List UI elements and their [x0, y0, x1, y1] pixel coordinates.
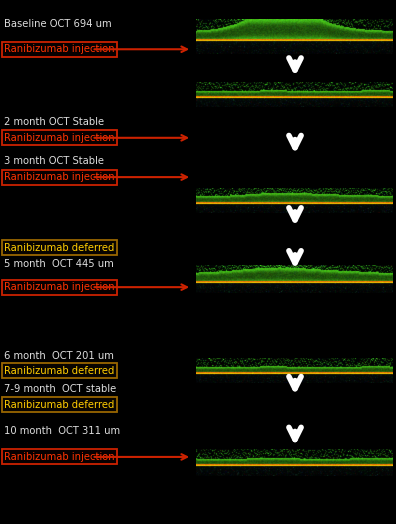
Text: 3 month OCT Stable: 3 month OCT Stable [4, 156, 104, 166]
Text: 10 month  OCT 311 um: 10 month OCT 311 um [4, 425, 120, 436]
Text: Ranibizumab injection: Ranibizumab injection [4, 452, 114, 462]
Text: Ranibizumab deferred: Ranibizumab deferred [4, 243, 114, 253]
Text: 7-9 month  OCT stable: 7-9 month OCT stable [4, 384, 116, 395]
Text: Ranibizumab deferred: Ranibizumab deferred [4, 399, 114, 410]
Text: 5 month  OCT 445 um: 5 month OCT 445 um [4, 259, 114, 269]
Text: 6 month  OCT 201 um: 6 month OCT 201 um [4, 351, 114, 362]
Text: 2 month OCT Stable: 2 month OCT Stable [4, 116, 104, 127]
Text: Ranibizumab deferred: Ranibizumab deferred [4, 366, 114, 376]
Text: Ranibizumab injection: Ranibizumab injection [4, 172, 114, 182]
Text: Ranibizumab injection: Ranibizumab injection [4, 44, 114, 54]
Text: Baseline OCT 694 um: Baseline OCT 694 um [4, 18, 112, 29]
Text: Ranibizumab injection: Ranibizumab injection [4, 133, 114, 143]
Text: Ranibizumab injection: Ranibizumab injection [4, 282, 114, 292]
